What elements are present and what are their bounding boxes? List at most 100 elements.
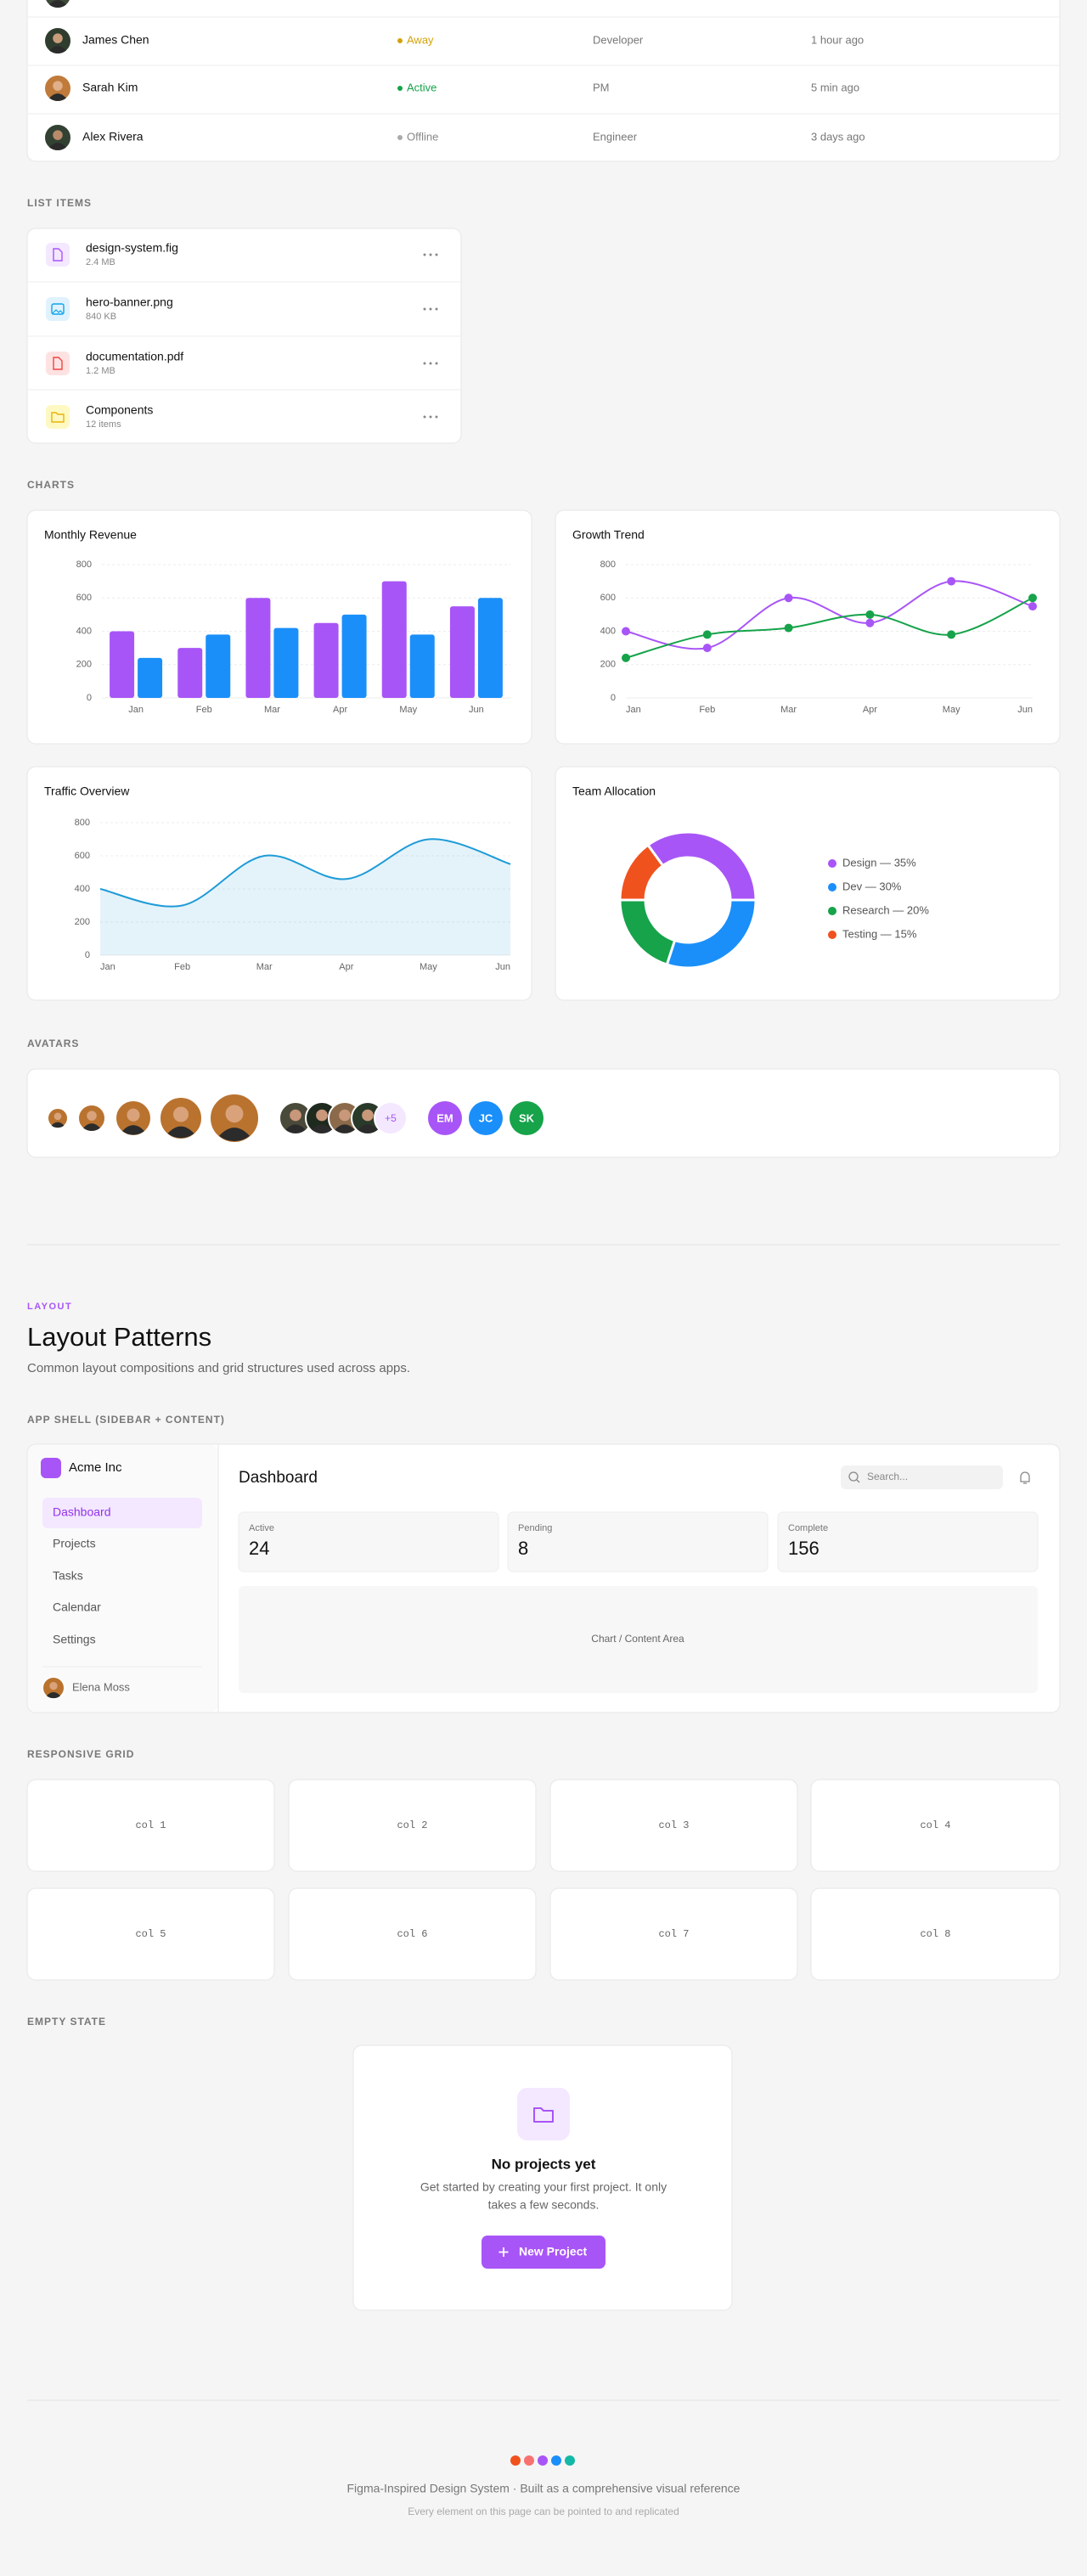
- user-name: Alex Rivera: [82, 130, 144, 143]
- initials-avatar: [469, 1101, 503, 1135]
- stat-value: 156: [788, 1538, 819, 1559]
- folder-icon: [51, 412, 65, 423]
- stat-label: Complete: [788, 1523, 828, 1533]
- point: [1028, 593, 1037, 603]
- point: [865, 618, 875, 627]
- avatar-head: [362, 1109, 374, 1122]
- initials-avatar: [428, 1101, 462, 1135]
- x-tick-label: Jun: [469, 705, 484, 715]
- status: Away: [407, 33, 434, 46]
- last-seen: 5 min ago: [811, 81, 859, 93]
- avatar-body: [312, 1124, 332, 1133]
- chart-title: Monthly Revenue: [44, 528, 137, 542]
- point: [622, 653, 630, 662]
- line: [625, 580, 1033, 650]
- bar: [409, 634, 435, 698]
- section-label: LIST ITEMS: [27, 197, 92, 209]
- legend-label: Testing — 15%: [842, 927, 917, 940]
- avatar-body: [167, 1126, 194, 1139]
- x-tick-label: Mar: [256, 962, 273, 972]
- image-icon: [51, 303, 65, 315]
- empty-folder-icon: [533, 2107, 554, 2123]
- item-name: hero-banner.png: [86, 295, 173, 309]
- y-tick-label: 400: [600, 626, 616, 636]
- search-placeholder: Search...: [867, 1471, 908, 1482]
- chart-title: Traffic Overview: [44, 785, 130, 798]
- point: [784, 593, 793, 603]
- avatar-head: [173, 1106, 189, 1122]
- main-title: Dashboard: [239, 1469, 318, 1487]
- more-dot: [429, 307, 432, 311]
- line: [625, 597, 1033, 659]
- x-tick-label: Feb: [699, 705, 715, 715]
- bar: [341, 614, 367, 698]
- y-tick-label: 600: [76, 593, 92, 603]
- avatar-body: [219, 1128, 250, 1142]
- legend-swatch: [828, 907, 836, 915]
- role: Developer: [593, 33, 644, 46]
- empty-card: [352, 2044, 733, 2311]
- avatar-body: [49, 46, 66, 53]
- stat-card: [777, 1511, 1039, 1572]
- search-icon: [848, 1471, 859, 1482]
- new-project-button[interactable]: [482, 2236, 605, 2269]
- search-box[interactable]: [841, 1465, 1003, 1489]
- user-name: Elena Moss: [72, 1680, 130, 1693]
- section-label: RESPONSIVE GRID: [27, 1748, 134, 1760]
- y-tick-label: 200: [600, 660, 616, 670]
- avatar-head: [87, 1111, 97, 1121]
- plus-icon: [498, 2247, 509, 2257]
- initials: EM: [436, 1111, 453, 1124]
- status-dot: [397, 38, 403, 43]
- bell-icon[interactable]: [1020, 1471, 1030, 1484]
- page-heading: Layout Patterns: [27, 1322, 211, 1352]
- x-tick-label: Mar: [264, 705, 280, 715]
- bar: [477, 598, 503, 698]
- footer-note: Every element on this page can be pointe…: [408, 2506, 679, 2517]
- avatar-photo: [115, 1100, 152, 1137]
- status-dot: [397, 86, 403, 91]
- x-tick-label: May: [943, 705, 960, 715]
- status: Active: [407, 81, 436, 93]
- avatar-body: [358, 1124, 378, 1133]
- empty-title: No projects yet: [492, 2156, 596, 2172]
- user-name: Sarah Kim: [82, 81, 138, 94]
- avatar-body: [49, 0, 66, 8]
- page-subtitle: Common layout compositions and grid stru…: [27, 1361, 410, 1375]
- avatar-overflow-label: +5: [385, 1112, 397, 1124]
- file-icon-bg: [46, 297, 70, 321]
- chart-card: [555, 509, 1061, 745]
- bar: [313, 622, 339, 698]
- point: [1028, 602, 1037, 611]
- donut-segment: [618, 843, 665, 902]
- more-dot: [435, 307, 438, 311]
- grid-cell-label: col 2: [397, 1820, 427, 1831]
- grid-cell-label: col 1: [135, 1820, 166, 1831]
- avatar-head: [54, 1112, 62, 1121]
- y-tick-label: 0: [611, 693, 616, 703]
- grid-cell-label: col 7: [658, 1928, 689, 1940]
- legend-swatch: [828, 859, 836, 868]
- point: [702, 630, 712, 639]
- avatar-photo: [159, 1096, 203, 1140]
- grid-cell: [26, 1887, 275, 1981]
- x-tick-label: Apr: [333, 705, 347, 715]
- footer-dot: [551, 2455, 561, 2466]
- x-tick-label: Jun: [495, 962, 510, 972]
- last-seen: 1 hour ago: [811, 33, 864, 46]
- area: [100, 839, 510, 955]
- point: [865, 610, 875, 619]
- section-label: CHARTS: [27, 479, 75, 491]
- avatar-card: [26, 1068, 1061, 1158]
- x-tick-label: Feb: [174, 962, 190, 972]
- avatar-head: [339, 1109, 351, 1122]
- x-tick-label: Jun: [1017, 705, 1033, 715]
- initials: SK: [519, 1111, 535, 1124]
- avatar-body: [285, 1124, 306, 1133]
- role: Engineer: [593, 130, 638, 143]
- nav-active-bg: [42, 1498, 202, 1528]
- x-tick-label: Apr: [339, 962, 353, 972]
- bar: [206, 634, 231, 698]
- legend-label: Research — 20%: [842, 903, 929, 916]
- chart-title: Team Allocation: [572, 785, 656, 798]
